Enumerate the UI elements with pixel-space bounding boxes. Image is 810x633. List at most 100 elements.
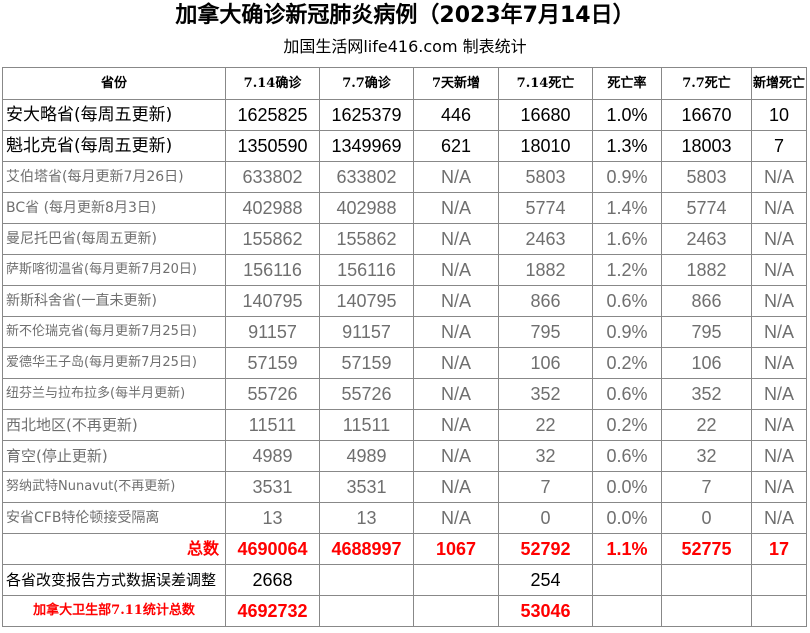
cell: 91157: [225, 316, 320, 348]
province-cell: 爱德华王子岛(每月更新7月25日): [2, 347, 226, 379]
total-label: 总数: [2, 533, 226, 565]
cell: 0.6%: [592, 440, 662, 472]
cell: 4989: [225, 440, 320, 472]
table-row: 新不伦瑞克省(每月更新7月25日) 91157 91157 N/A 795 0.…: [2, 316, 807, 348]
total-cell: 52775: [661, 533, 752, 565]
cell: 0.2%: [592, 347, 662, 379]
adjustment-cell: 254: [498, 564, 593, 596]
cell: 1625379: [319, 99, 414, 131]
province-cell: 西北地区(不再更新): [2, 409, 226, 441]
total-cell: 17: [751, 533, 807, 565]
cell: 0.9%: [592, 161, 662, 193]
covid-cases-table: 省份 7.14确诊 7.7确诊 7天新增 7.14死亡 死亡率 7.7死亡 新增…: [2, 67, 807, 627]
cell: N/A: [751, 192, 807, 224]
cell: 0.6%: [592, 285, 662, 317]
province-cell: BC省 (每月更新8月3日): [2, 192, 226, 224]
cell: N/A: [751, 285, 807, 317]
table-row: 萨斯喀彻温省(每月更新7月20日) 156116 156116 N/A 1882…: [2, 254, 807, 286]
cell: 155862: [319, 223, 414, 255]
health-canada-row: 加拿大卫生部7.11统计总数 4692732 53046: [2, 595, 807, 627]
province-cell: 曼尼托巴省(每周五更新): [2, 223, 226, 255]
cell: N/A: [413, 254, 499, 286]
cell: 140795: [319, 285, 414, 317]
cell: 3531: [225, 471, 320, 503]
cell: N/A: [413, 440, 499, 472]
cell: 0.9%: [592, 316, 662, 348]
cell: 5774: [661, 192, 752, 224]
cell: 5803: [661, 161, 752, 193]
cell: 795: [661, 316, 752, 348]
cell: 633802: [225, 161, 320, 193]
total-cell: 52792: [498, 533, 593, 565]
cell: 0: [661, 502, 752, 534]
cell: N/A: [413, 409, 499, 441]
cell: 13: [225, 502, 320, 534]
adjustment-cell: [413, 564, 499, 596]
cell: N/A: [751, 254, 807, 286]
table-row: BC省 (每月更新8月3日) 402988 402988 N/A 5774 1.…: [2, 192, 807, 224]
cell: 156116: [225, 254, 320, 286]
cell: 10: [751, 99, 807, 131]
cell: 795: [498, 316, 593, 348]
cell: N/A: [751, 316, 807, 348]
cell: N/A: [751, 161, 807, 193]
col-header-province: 省份: [2, 67, 226, 100]
adjustment-cell: [319, 564, 414, 596]
cell: N/A: [413, 223, 499, 255]
col-header-new-7day: 7天新增: [413, 67, 499, 100]
cell: 1.3%: [592, 130, 662, 162]
cell: N/A: [751, 471, 807, 503]
cell: 0.6%: [592, 378, 662, 410]
page-title: 加拿大确诊新冠肺炎病例（2023年7月14日）: [175, 3, 635, 28]
cell: 0: [498, 502, 593, 534]
cell: 32: [498, 440, 593, 472]
total-row: 总数 4690064 4688997 1067 52792 1.1% 52775…: [2, 533, 807, 565]
table-row: 爱德华王子岛(每月更新7月25日) 57159 57159 N/A 106 0.…: [2, 347, 807, 379]
cell: 2463: [498, 223, 593, 255]
cell: 2463: [661, 223, 752, 255]
province-cell: 魁北克省(每周五更新): [2, 130, 226, 162]
cell: 18003: [661, 130, 752, 162]
cell: 106: [498, 347, 593, 379]
cell: N/A: [751, 223, 807, 255]
cell: 16680: [498, 99, 593, 131]
cell: 1.0%: [592, 99, 662, 131]
col-header-confirmed-0714: 7.14确诊: [225, 67, 320, 100]
province-cell: 安大略省(每周五更新): [2, 99, 226, 131]
table-row: 安省CFB特伦顿接受隔离 13 13 N/A 0 0.0% 0 N/A: [2, 502, 807, 534]
cell: 352: [661, 378, 752, 410]
cell: 0.0%: [592, 502, 662, 534]
cell: 3531: [319, 471, 414, 503]
cell: 1882: [498, 254, 593, 286]
cell: 140795: [225, 285, 320, 317]
cell: N/A: [751, 378, 807, 410]
table-row: 魁北克省(每周五更新) 1350590 1349969 621 18010 1.…: [2, 130, 807, 162]
cell: 1.4%: [592, 192, 662, 224]
cell: 32: [661, 440, 752, 472]
table-row: 努纳武特Nunavut(不再更新) 3531 3531 N/A 7 0.0% 7…: [2, 471, 807, 503]
cell: 7: [751, 130, 807, 162]
cell: 13: [319, 502, 414, 534]
health-canada-cell: 4692732: [225, 595, 320, 627]
cell: 1349969: [319, 130, 414, 162]
cell: 5803: [498, 161, 593, 193]
cell: 866: [661, 285, 752, 317]
health-canada-cell: [751, 595, 807, 627]
cell: N/A: [413, 285, 499, 317]
col-header-deaths-0707: 7.7死亡: [661, 67, 752, 100]
cell: 1882: [661, 254, 752, 286]
adjustment-cell: [751, 564, 807, 596]
cell: 1.6%: [592, 223, 662, 255]
header-row: 省份 7.14确诊 7.7确诊 7天新增 7.14死亡 死亡率 7.7死亡 新增…: [2, 67, 807, 100]
cell: 402988: [225, 192, 320, 224]
adjustment-cell: [661, 564, 752, 596]
adjustment-cell: [592, 564, 662, 596]
cell: N/A: [413, 502, 499, 534]
cell: 1.2%: [592, 254, 662, 286]
table-row: 艾伯塔省(每月更新7月26日) 633802 633802 N/A 5803 0…: [2, 161, 807, 193]
health-canada-cell: 53046: [498, 595, 593, 627]
cell: 621: [413, 130, 499, 162]
cell: 106: [661, 347, 752, 379]
province-cell: 萨斯喀彻温省(每月更新7月20日): [2, 254, 226, 286]
cell: 1350590: [225, 130, 320, 162]
